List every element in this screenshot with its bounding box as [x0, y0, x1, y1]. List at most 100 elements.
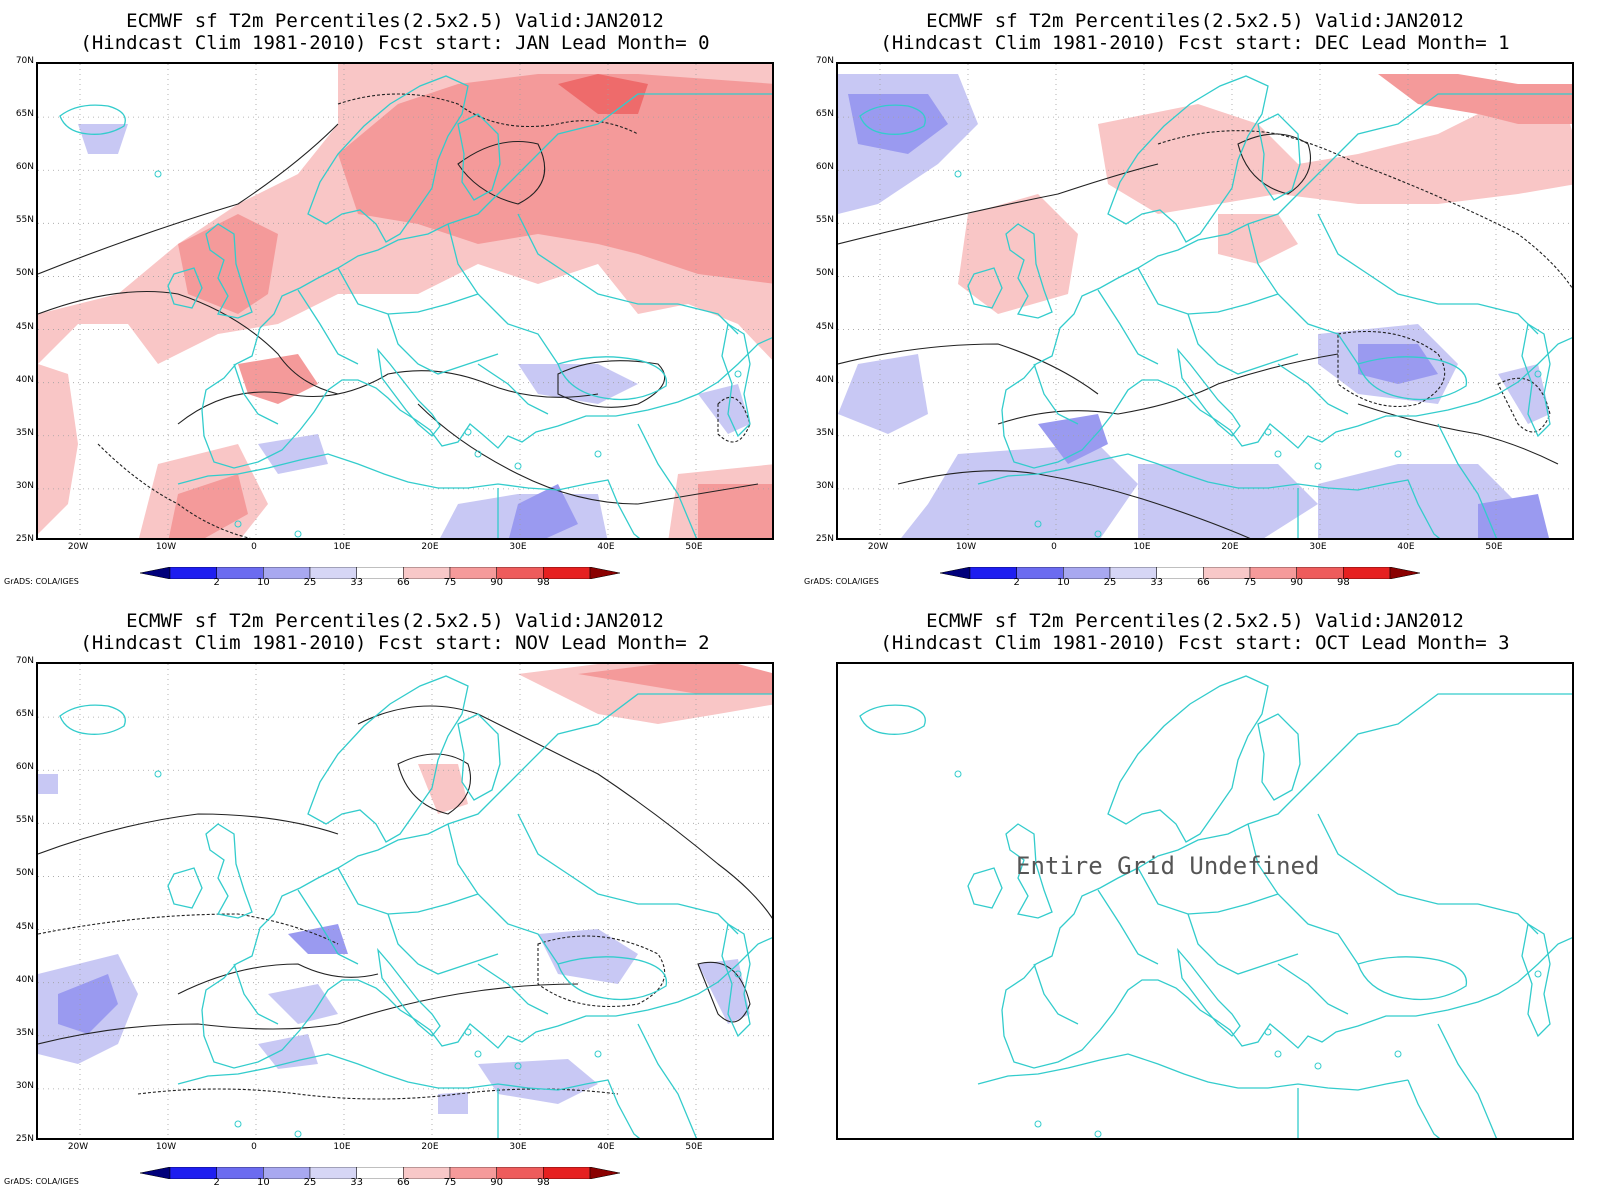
coastline-segment	[637, 423, 698, 538]
panel-lead-1: ECMWF sf T2m Percentiles(2.5x2.5) Valid:…	[800, 0, 1590, 595]
lat-label: 70N	[815, 56, 834, 66]
shaded-region	[838, 354, 928, 434]
island-outline	[514, 1062, 522, 1070]
lon-label: 10W	[155, 1142, 177, 1152]
coastline-segment	[1257, 713, 1301, 801]
lon-label: 20E	[421, 1142, 439, 1152]
lon-label: 20E	[421, 542, 439, 552]
lat-label: 50N	[15, 268, 34, 279]
shaded-region	[38, 774, 58, 794]
panel-lead-3: ECMWF sf T2m Percentiles(2.5x2.5) Valid:…	[800, 600, 1590, 1200]
map-title: ECMWF sf T2m Percentiles(2.5x2.5) Valid:…	[0, 610, 790, 654]
contour-line	[357, 705, 772, 919]
lon-label: 10W	[155, 542, 177, 552]
island-outline	[1034, 520, 1042, 528]
coastline-segment	[607, 479, 641, 538]
island-outline	[474, 1050, 482, 1058]
coastline-segment	[1187, 313, 1299, 375]
colorbar-label: 25	[303, 1177, 317, 1188]
coastline-segment	[1407, 479, 1441, 538]
lon-label: 20W	[67, 1142, 89, 1152]
lon-label: 0	[1051, 542, 1057, 552]
map-title: ECMWF sf T2m Percentiles(2.5x2.5) Valid:…	[800, 610, 1590, 654]
coastline-segment	[1137, 267, 1279, 315]
shaded-region	[1138, 464, 1318, 538]
island-outline	[474, 450, 482, 458]
colorbar-label: 98	[1336, 577, 1350, 588]
colorbar-label: 33	[1150, 577, 1164, 588]
coastline-segment	[1137, 867, 1279, 915]
grads-credit: GrADS: COLA/IGES	[4, 1177, 79, 1186]
map-title: ECMWF sf T2m Percentiles(2.5x2.5) Valid:…	[800, 10, 1590, 54]
contour-line	[697, 961, 751, 1023]
shaded-region	[1378, 74, 1572, 124]
colorbar-high-arrow	[589, 1166, 621, 1180]
title-line-2: (Hindcast Clim 1981-2010) Fcst start: JA…	[80, 32, 710, 54]
coastline-segment	[1477, 303, 1539, 335]
island-outline	[594, 1050, 602, 1058]
lat-label: 25N	[815, 534, 834, 544]
coastline-layer	[859, 75, 1572, 538]
coastline-segment	[377, 947, 441, 1037]
lon-label: 10E	[333, 542, 351, 552]
shaded-region	[518, 364, 638, 404]
island-outline	[1394, 450, 1402, 458]
contour-line	[337, 93, 639, 135]
shaded-region	[1498, 364, 1550, 424]
coastline-segment	[1001, 93, 1572, 469]
contour-layer	[38, 705, 772, 1100]
shaded-region	[178, 214, 278, 314]
coastline-segment	[387, 913, 499, 975]
lat-label: 60N	[815, 162, 834, 173]
island-outline	[1274, 450, 1282, 458]
lon-label: 20W	[867, 542, 889, 552]
colorbar-low-arrow	[139, 566, 171, 580]
coastline-segment	[233, 363, 279, 425]
colorbar-label: 98	[536, 577, 550, 588]
coastline-segment	[967, 867, 1003, 909]
panel-lead-0: ECMWF sf T2m Percentiles(2.5x2.5) Valid:…	[0, 0, 790, 595]
shaded-region	[478, 1059, 598, 1104]
coastline-segment	[307, 675, 469, 843]
coastline-segment	[677, 303, 739, 335]
contour-line	[897, 470, 1251, 538]
colorbar-label: 10	[256, 577, 270, 588]
colorbar-svg	[939, 566, 1421, 580]
shaded-region	[1098, 84, 1572, 214]
shaded-region	[578, 664, 772, 694]
contour-line	[537, 935, 666, 1008]
shaded-region	[288, 924, 348, 954]
coastline-segment	[205, 823, 253, 919]
colorbar-label: 25	[303, 577, 317, 588]
shaded-region	[438, 1092, 468, 1114]
coastline-segment	[447, 223, 559, 365]
lat-label: 60N	[15, 162, 34, 173]
colorbar-label: 33	[350, 577, 364, 588]
island-outline	[1534, 970, 1542, 978]
coastline-segment	[1001, 693, 1572, 1069]
coastline-segment	[1033, 963, 1079, 1025]
lat-label: 65N	[15, 109, 34, 120]
lon-label: 40E	[597, 1142, 615, 1152]
lat-label: 35N	[15, 1027, 34, 1038]
shaded-region	[258, 1034, 318, 1069]
title-line-2: (Hindcast Clim 1981-2010) Fcst start: NO…	[80, 632, 710, 654]
shaded-region	[168, 474, 248, 538]
colorbar	[139, 564, 621, 580]
coastline-segment	[1317, 813, 1478, 905]
coastline-segment	[1247, 823, 1359, 965]
coastline-segment	[859, 104, 926, 135]
shaded-region	[538, 929, 638, 984]
lat-label: 30N	[15, 480, 34, 491]
shaded-region	[38, 364, 78, 534]
colorbar-label: 2	[213, 577, 220, 588]
lon-label: 10W	[955, 542, 977, 552]
map-frame	[836, 62, 1574, 540]
map-frame	[36, 62, 774, 540]
colorbar-label: 10	[1056, 577, 1070, 588]
lon-label: 10E	[1133, 542, 1151, 552]
coastline-segment	[1005, 823, 1053, 919]
coastline-segment	[1277, 363, 1349, 415]
lat-label: 55N	[15, 215, 34, 226]
coastline-segment	[457, 713, 501, 801]
